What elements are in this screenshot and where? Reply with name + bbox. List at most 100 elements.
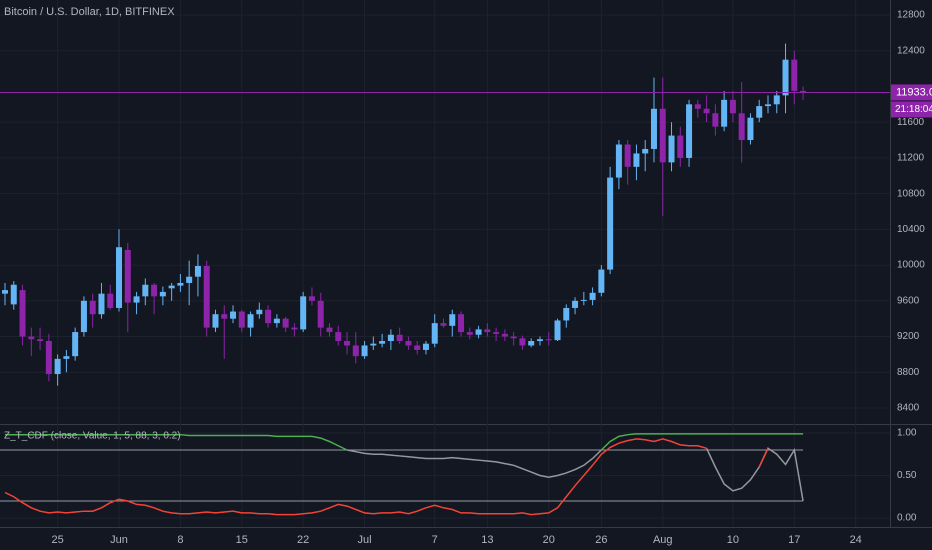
y-tick-label: 9200 [897,331,920,342]
x-tick-label: 20 [543,534,555,546]
candle-body [729,99,736,114]
candle-body [405,341,412,346]
candle-body [747,117,754,141]
candle-body [300,296,307,330]
candle-body [107,293,114,308]
candle-body [396,334,403,342]
x-tick-label: 25 [51,534,63,546]
candle-body [694,104,701,109]
candle-body [738,113,745,141]
candle-body [186,276,193,283]
x-tick-label: 7 [432,534,438,546]
candle-body [449,314,456,326]
candle-body [256,309,263,315]
candle-body [686,104,693,158]
candle-body [598,269,605,293]
candle-body [221,314,228,319]
x-tick-label: Aug [653,534,673,546]
candle-body [370,343,377,346]
candle-body [19,290,26,337]
candle-body [291,327,298,330]
y-tick-label: 8400 [897,403,920,414]
candle-body [501,333,508,337]
y-tick-label: 10800 [897,188,925,199]
candle-body [493,332,500,334]
candle-body [230,311,237,319]
candle-body [572,300,579,308]
countdown-box [891,101,932,118]
candle-body [466,332,473,335]
candle-body [387,334,394,342]
candle-body [615,144,622,178]
candle-body [607,177,614,270]
candle-body [352,345,359,357]
countdown-label: 21:18:04 [895,104,932,115]
candle-body [712,113,719,127]
candle-body [45,341,52,375]
x-tick-label: 26 [595,534,607,546]
candle-body [782,59,789,96]
candle-body [536,339,543,342]
candle-body [212,314,219,328]
indicator-line [5,433,804,451]
candle-body [89,300,96,315]
candle-body [72,332,79,357]
candle-body [317,300,324,328]
candle-body [177,282,184,286]
y-tick-label: 9600 [897,295,920,306]
x-tick-label: 24 [850,534,862,546]
indicator-title: Z_T_CDF (close, Value, 1, 5, 88, 3, 0.2) [4,431,181,442]
candle-body [116,247,123,308]
candle-body [151,284,158,297]
candle-body [510,336,517,339]
candle-body [203,265,210,328]
last-price-label: 11933.0 [896,86,932,98]
candle-body [756,106,763,118]
candle-body [37,339,44,342]
candle-body [133,296,140,303]
candle-body [28,336,35,340]
y-tick-label: 11200 [897,153,925,164]
candle-body [2,290,8,294]
candle-body [326,327,333,333]
y-tick-label: 8800 [897,367,920,378]
x-tick-label: 17 [788,534,800,546]
last-price-box [891,84,932,101]
candle-body [589,292,596,300]
candle-body [721,99,728,127]
x-tick-label: 10 [727,534,739,546]
y-tick-label: 0.00 [897,513,917,524]
candle-body [519,338,526,346]
candle-body [54,358,61,375]
candle-body [624,144,631,167]
indicator-line [4,438,769,516]
candle-body [124,249,131,303]
candle-body [63,356,70,359]
candle-body [344,341,351,346]
candle-body [563,307,570,321]
candle-body [361,345,368,357]
candle-body [642,148,649,154]
candle-body [668,135,675,163]
y-tick-label: 10400 [897,224,925,235]
candle-body [545,339,552,341]
x-tick-label: 8 [177,534,183,546]
candle-body [98,293,105,315]
candle-body [554,320,561,341]
candle-body [159,291,166,297]
candle-body [800,90,807,93]
candle-body [677,135,684,158]
y-tick-label: 10000 [897,260,925,271]
y-tick-label: 12400 [897,45,925,56]
candle-body [440,323,447,326]
candle-body [247,314,254,328]
candle-body [335,332,342,342]
x-tick-label: 15 [236,534,248,546]
candle-body [458,314,465,333]
candle-body [431,323,438,344]
candle-body [80,300,87,333]
x-tick-label: Jun [110,534,128,546]
y-tick-label: 0.50 [897,470,917,481]
marks [0,43,890,516]
candle-body [484,329,491,333]
